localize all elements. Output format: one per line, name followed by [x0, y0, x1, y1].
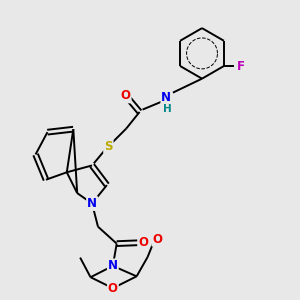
Text: N: N: [87, 197, 97, 210]
Text: N: N: [108, 260, 118, 272]
Text: O: O: [138, 236, 148, 249]
Text: F: F: [237, 59, 245, 73]
Text: O: O: [121, 89, 130, 102]
Text: O: O: [108, 282, 118, 295]
Text: H: H: [163, 104, 171, 114]
Text: S: S: [104, 140, 112, 153]
Text: N: N: [161, 92, 171, 104]
Text: O: O: [152, 233, 162, 246]
